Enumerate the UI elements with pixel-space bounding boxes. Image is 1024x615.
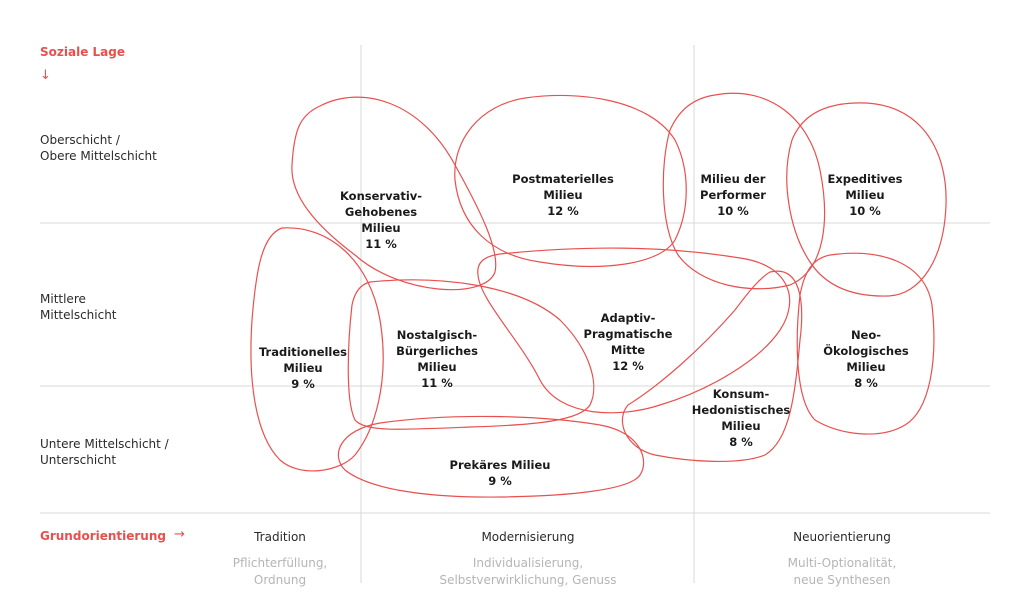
blob-prekaeres xyxy=(337,415,645,498)
milieu-name: Nostalgisch- Bürgerliches Milieu xyxy=(396,328,478,374)
milieu-konservativ-gehobenes: Konservativ- Gehobenes Milieu 11 % xyxy=(340,172,422,268)
milieu-pct: 11 % xyxy=(365,237,397,251)
x-column-tradition: Tradition Pflichterfüllung, Ordnung xyxy=(200,529,360,589)
milieu-pct: 8 % xyxy=(854,376,878,390)
milieu-postmaterielles: Postmaterielles Milieu 12 % xyxy=(512,155,614,235)
milieu-pct: 9 % xyxy=(488,474,512,488)
milieu-pct: 12 % xyxy=(547,204,579,218)
y-level-middle: Mittlere Mittelschicht xyxy=(40,292,117,322)
milieu-expeditives: Expeditives Milieu 10 % xyxy=(827,155,902,235)
blob-traditionelles xyxy=(250,227,384,472)
milieu-name: Traditionelles Milieu xyxy=(258,345,348,375)
milieu-traditionelles: Traditionelles Milieu 9 % xyxy=(259,328,347,408)
down-arrow-icon: ↓ xyxy=(40,68,51,83)
milieu-prekaeres: Prekäres Milieu 9 % xyxy=(450,441,551,505)
blob-postmaterielles xyxy=(454,94,687,267)
milieu-name: Adaptiv- Pragmatische Mitte xyxy=(583,311,673,357)
blob-konservativ-gehobenes xyxy=(291,96,497,291)
x-column-sub: Multi-Optionalität, neue Synthesen xyxy=(787,556,897,587)
blob-adaptiv-pragmatische xyxy=(477,247,791,414)
y-axis-title: Soziale Lage xyxy=(40,45,125,59)
blob-nostalgisch-buergerliches xyxy=(347,279,595,430)
milieu-neo-oekologisches: Neo- Ökologisches Milieu 8 % xyxy=(823,311,909,407)
blob-konsum-hedonistisches xyxy=(621,270,803,463)
grid-lines xyxy=(40,45,990,583)
milieu-nostalgisch-buergerliches: Nostalgisch- Bürgerliches Milieu 11 % xyxy=(396,311,478,407)
milieu-pct: 11 % xyxy=(421,376,453,390)
blob-expeditives xyxy=(786,102,947,297)
x-column-neuorientierung: Neuorientierung Multi-Optionalität, neue… xyxy=(742,529,942,589)
milieu-konsum-hedonistisches: Konsum- Hedonistisches Milieu 8 % xyxy=(692,370,790,466)
milieu-name: Prekäres Milieu xyxy=(449,458,551,472)
milieu-name: Neo- Ökologisches Milieu xyxy=(823,328,909,374)
x-column-label: Neuorientierung xyxy=(793,530,891,544)
milieu-pct: 10 % xyxy=(849,204,881,218)
x-axis-title: Grundorientierung xyxy=(40,529,166,543)
x-column-label: Tradition xyxy=(254,530,306,544)
y-level-upper: Oberschicht / Obere Mittelschicht xyxy=(40,133,157,163)
milieu-name: Konsum- Hedonistisches Milieu xyxy=(691,387,791,433)
milieu-adaptiv-pragmatische: Adaptiv- Pragmatische Mitte 12 % xyxy=(584,294,673,390)
milieu-pct: 12 % xyxy=(612,359,644,373)
milieu-pct: 10 % xyxy=(717,204,749,218)
milieu-performer: Milieu der Performer 10 % xyxy=(700,155,766,235)
x-column-label: Modernisierung xyxy=(481,530,575,544)
milieu-pct: 8 % xyxy=(729,435,753,449)
right-arrow-icon: → xyxy=(174,527,185,542)
x-column-modernisierung: Modernisierung Individualisierung, Selbs… xyxy=(400,529,656,589)
milieu-name: Konservativ- Gehobenes Milieu xyxy=(339,189,423,235)
milieu-name: Expeditives Milieu xyxy=(827,172,903,202)
x-column-sub: Individualisierung, Selbstverwirklichung… xyxy=(439,556,617,587)
milieu-outlines xyxy=(250,92,947,498)
y-level-lower: Untere Mittelschicht / Unterschicht xyxy=(40,437,169,467)
milieu-name: Milieu der Performer xyxy=(700,172,766,202)
blob-performer xyxy=(662,92,826,290)
milieu-pct: 9 % xyxy=(291,377,315,391)
milieu-name: Postmaterielles Milieu xyxy=(512,172,614,202)
x-column-sub: Pflichterfüllung, Ordnung xyxy=(232,556,328,587)
